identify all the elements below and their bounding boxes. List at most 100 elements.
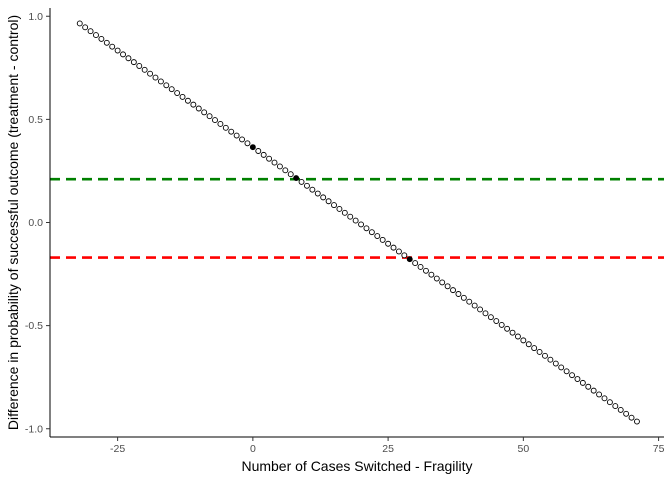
data-point [266, 155, 273, 162]
data-point [260, 151, 267, 158]
data-point [471, 302, 478, 309]
data-point [520, 337, 527, 344]
data-point [628, 414, 635, 421]
y-tick-label: -0.5 [25, 320, 43, 332]
data-point [184, 97, 191, 104]
data-point [325, 198, 332, 205]
x-tick-label: -25 [110, 443, 125, 455]
data-point-filled [249, 144, 256, 151]
data-point [347, 213, 354, 220]
data-point [552, 360, 559, 367]
data-point [612, 403, 619, 410]
data-point [363, 225, 370, 232]
data-point [157, 78, 164, 85]
data-point [125, 55, 132, 62]
data-point [244, 140, 251, 147]
data-point [498, 321, 505, 328]
data-point [450, 287, 456, 294]
x-tick-label: 0 [250, 443, 256, 455]
data-point [379, 236, 386, 243]
data-point [120, 51, 126, 58]
data-point [130, 59, 137, 66]
data-point [606, 399, 613, 406]
x-axis-title: Number of Cases Switched - Fragility [241, 458, 472, 474]
data-point [147, 70, 154, 77]
data-point [206, 113, 213, 120]
data-point [282, 167, 289, 174]
data-point [390, 244, 397, 251]
reference-lines [50, 177, 664, 259]
data-point [217, 121, 224, 127]
data-point [455, 291, 462, 297]
y-tick-label: 0.5 [28, 114, 43, 126]
y-tick-label: 0.0 [28, 217, 43, 229]
data-point [152, 74, 159, 81]
data-point [504, 325, 511, 332]
data-point-filled [293, 175, 300, 182]
data-point [563, 368, 570, 375]
data-point [623, 410, 630, 417]
data-point [276, 163, 283, 170]
data-point [601, 395, 608, 402]
data-point [585, 383, 592, 390]
data-point [163, 82, 170, 89]
data-point [579, 379, 586, 386]
data-point [460, 294, 467, 301]
data-point [141, 66, 148, 73]
data-point [525, 341, 532, 348]
data-point [179, 93, 186, 100]
data-point [477, 306, 484, 313]
data-point [233, 132, 240, 139]
data-point [331, 202, 337, 209]
data-point [439, 279, 446, 286]
data-point [195, 105, 202, 112]
data-point [428, 271, 435, 278]
data-point [190, 101, 197, 108]
data-point [298, 178, 305, 185]
data-point [336, 206, 343, 212]
data-point [385, 240, 392, 247]
y-axis-title: Difference in probability of successful … [5, 15, 21, 430]
data-point [358, 221, 365, 228]
data-point [395, 248, 402, 255]
data-point [87, 28, 94, 35]
data-point [617, 406, 624, 413]
data-point [314, 190, 321, 197]
data-point [433, 275, 440, 282]
data-point [368, 229, 375, 236]
data-point [271, 159, 278, 166]
data-point [634, 418, 640, 425]
data-point [109, 43, 116, 50]
x-tick-label: 50 [518, 443, 530, 455]
data-point [482, 310, 489, 317]
data-point [98, 35, 105, 42]
data-point [341, 209, 348, 216]
data-point [309, 186, 316, 193]
data-point [531, 345, 538, 352]
data-point [574, 376, 581, 382]
data-point [239, 136, 245, 143]
data-point [93, 32, 99, 39]
data-point [417, 263, 424, 270]
x-tick-label: 75 [653, 443, 665, 455]
data-point [114, 47, 121, 54]
data-point [287, 171, 294, 178]
data-point [509, 329, 516, 336]
data-point [304, 182, 310, 189]
data-point [444, 283, 451, 290]
data-point [168, 86, 175, 93]
data-point [201, 109, 208, 116]
data-point [103, 39, 110, 46]
data-point [412, 260, 419, 267]
data-point [320, 194, 327, 201]
data-point [536, 349, 543, 355]
data-point [255, 148, 262, 154]
x-tick-label: 25 [382, 443, 394, 455]
data-point [212, 117, 218, 124]
data-point [569, 372, 575, 379]
data-point [136, 63, 143, 69]
data-point [352, 217, 359, 224]
data-point [558, 364, 565, 371]
